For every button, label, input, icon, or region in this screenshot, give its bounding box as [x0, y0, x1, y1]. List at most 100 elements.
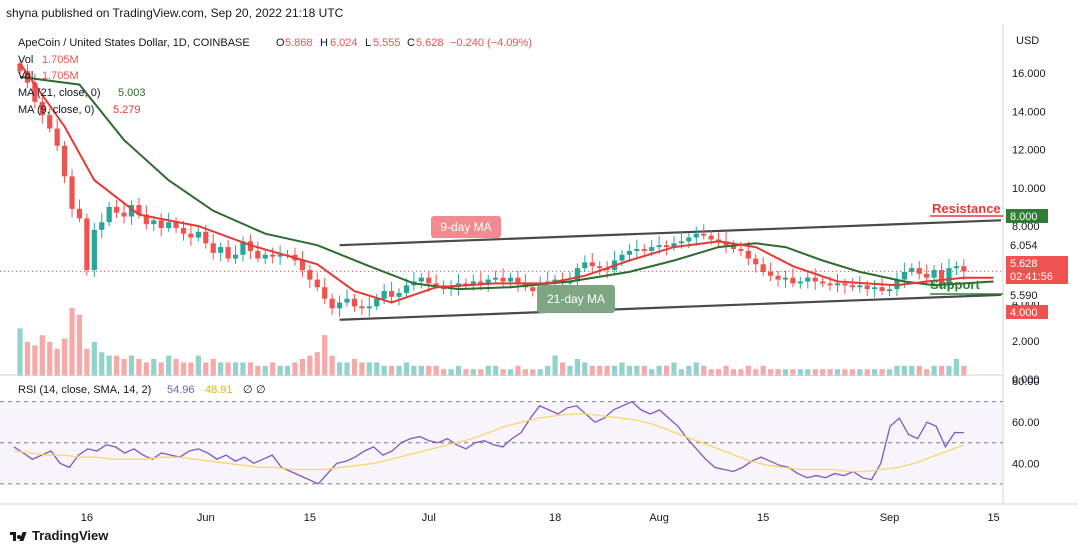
legend-symbol: ApeCoin / United States Dollar, 1D, COIN…	[18, 37, 250, 49]
candle-body	[820, 281, 826, 284]
candle-body	[388, 291, 395, 297]
rsi-tick-label: 80.00	[1012, 376, 1040, 388]
legend-ma21: 5.003	[118, 87, 146, 99]
volume-bar	[433, 365, 439, 376]
volume-bar	[827, 369, 833, 376]
price-tick-label: 14.000	[1012, 106, 1046, 118]
candle-body	[99, 222, 105, 230]
candle-body	[151, 220, 157, 225]
price-tick-label: 10.000	[1012, 183, 1046, 195]
legend-ma9: 5.279	[113, 104, 141, 116]
candle-body	[693, 233, 699, 238]
candle-body	[760, 264, 766, 272]
candle-body	[678, 241, 685, 244]
legend-vol2: 1.705M	[42, 70, 79, 82]
candle-body	[530, 287, 536, 292]
support-marker: Support	[930, 277, 1003, 295]
candle-body	[470, 281, 476, 286]
volume-bar	[381, 365, 387, 376]
volume-bar	[953, 359, 960, 376]
volume-bar	[448, 369, 454, 376]
ma21-line	[19, 75, 994, 291]
price-chart[interactable]: USD16.00014.00012.00010.0008.0006.0004.0…	[0, 24, 1078, 524]
candle-body	[597, 266, 603, 269]
candle-body	[32, 82, 38, 102]
candle-body	[552, 279, 558, 282]
candle-body	[359, 306, 365, 309]
candle-body	[656, 245, 662, 248]
candle-body	[753, 258, 759, 265]
volume-bar	[552, 355, 558, 376]
legend-vol1: 1.705M	[42, 54, 79, 66]
support-label: Support	[930, 277, 980, 292]
legend-rsi-label: RSI (14, close, SMA, 14, 2)	[18, 384, 151, 396]
candle-body	[708, 235, 714, 240]
candle-body	[738, 249, 744, 251]
volume-bar	[344, 362, 350, 376]
candle-body	[91, 229, 97, 271]
candle-body	[574, 268, 580, 282]
volume-bar	[114, 355, 120, 376]
volume-bar	[931, 365, 937, 376]
candle-body	[114, 206, 120, 213]
price-tick-label: 8.000	[1012, 221, 1040, 233]
publish-header: shyna published on TradingView.com, Sep …	[6, 6, 343, 20]
volume-bar	[255, 365, 261, 376]
volume-bar	[17, 328, 23, 376]
volume-bar	[54, 348, 60, 376]
volume-bar	[678, 369, 685, 376]
volume-bar	[604, 365, 610, 376]
candle-body	[322, 287, 328, 299]
candle-body	[507, 277, 514, 282]
volume-bar	[938, 365, 945, 376]
volume-bar	[649, 369, 655, 376]
tradingview-brand: TradingView	[32, 528, 109, 543]
rsi-line	[13, 400, 964, 485]
volume-bar	[277, 365, 283, 376]
candle-body	[203, 231, 209, 244]
volume-bar	[886, 369, 893, 376]
volume-bar	[322, 335, 328, 376]
price-tick-label: 16.000	[1012, 68, 1046, 80]
candle-body	[262, 254, 268, 259]
resistance-marker: Resistance	[930, 201, 1003, 217]
publish-text: shyna published on TradingView.com, Sep …	[6, 6, 344, 20]
candle-body	[47, 115, 53, 129]
volume-bar	[790, 369, 796, 376]
volume-bar	[218, 362, 224, 376]
candle-body	[946, 268, 952, 286]
volume-bar	[180, 362, 187, 376]
volume-bar	[128, 355, 135, 376]
volume-bar	[715, 369, 722, 376]
candle-body	[634, 249, 640, 251]
volume-bar	[225, 362, 231, 376]
tradingview-logo[interactable]: TradingView	[10, 528, 108, 543]
candle-body	[485, 279, 491, 284]
candle-body	[901, 271, 907, 280]
legend-vol2-label: Vol	[18, 70, 33, 82]
volume-bar	[351, 359, 358, 376]
candle-body	[842, 283, 848, 286]
volume-bar	[411, 365, 417, 376]
candle-body	[270, 254, 276, 257]
volume-bar	[151, 359, 157, 376]
volume-bar	[849, 369, 855, 376]
badge-resistance-level: 8.000	[1010, 211, 1038, 223]
candle-body	[931, 270, 937, 278]
candle-body	[701, 233, 707, 236]
volume-bar	[284, 365, 291, 376]
volume-bar	[99, 352, 105, 376]
legend-l-label: L	[365, 37, 371, 49]
candle-body	[478, 281, 484, 284]
volume-bar	[760, 365, 766, 376]
volume-bar	[582, 362, 588, 376]
volume-bar	[537, 369, 543, 376]
volume-bar	[203, 362, 209, 376]
volume-bar	[470, 369, 476, 376]
badge-last-price: 5.628	[1010, 258, 1038, 270]
volume-bar	[336, 362, 343, 376]
candle-body	[329, 298, 335, 309]
candle-body	[61, 145, 68, 177]
candle-body	[849, 285, 855, 288]
volume-bar	[656, 365, 662, 376]
